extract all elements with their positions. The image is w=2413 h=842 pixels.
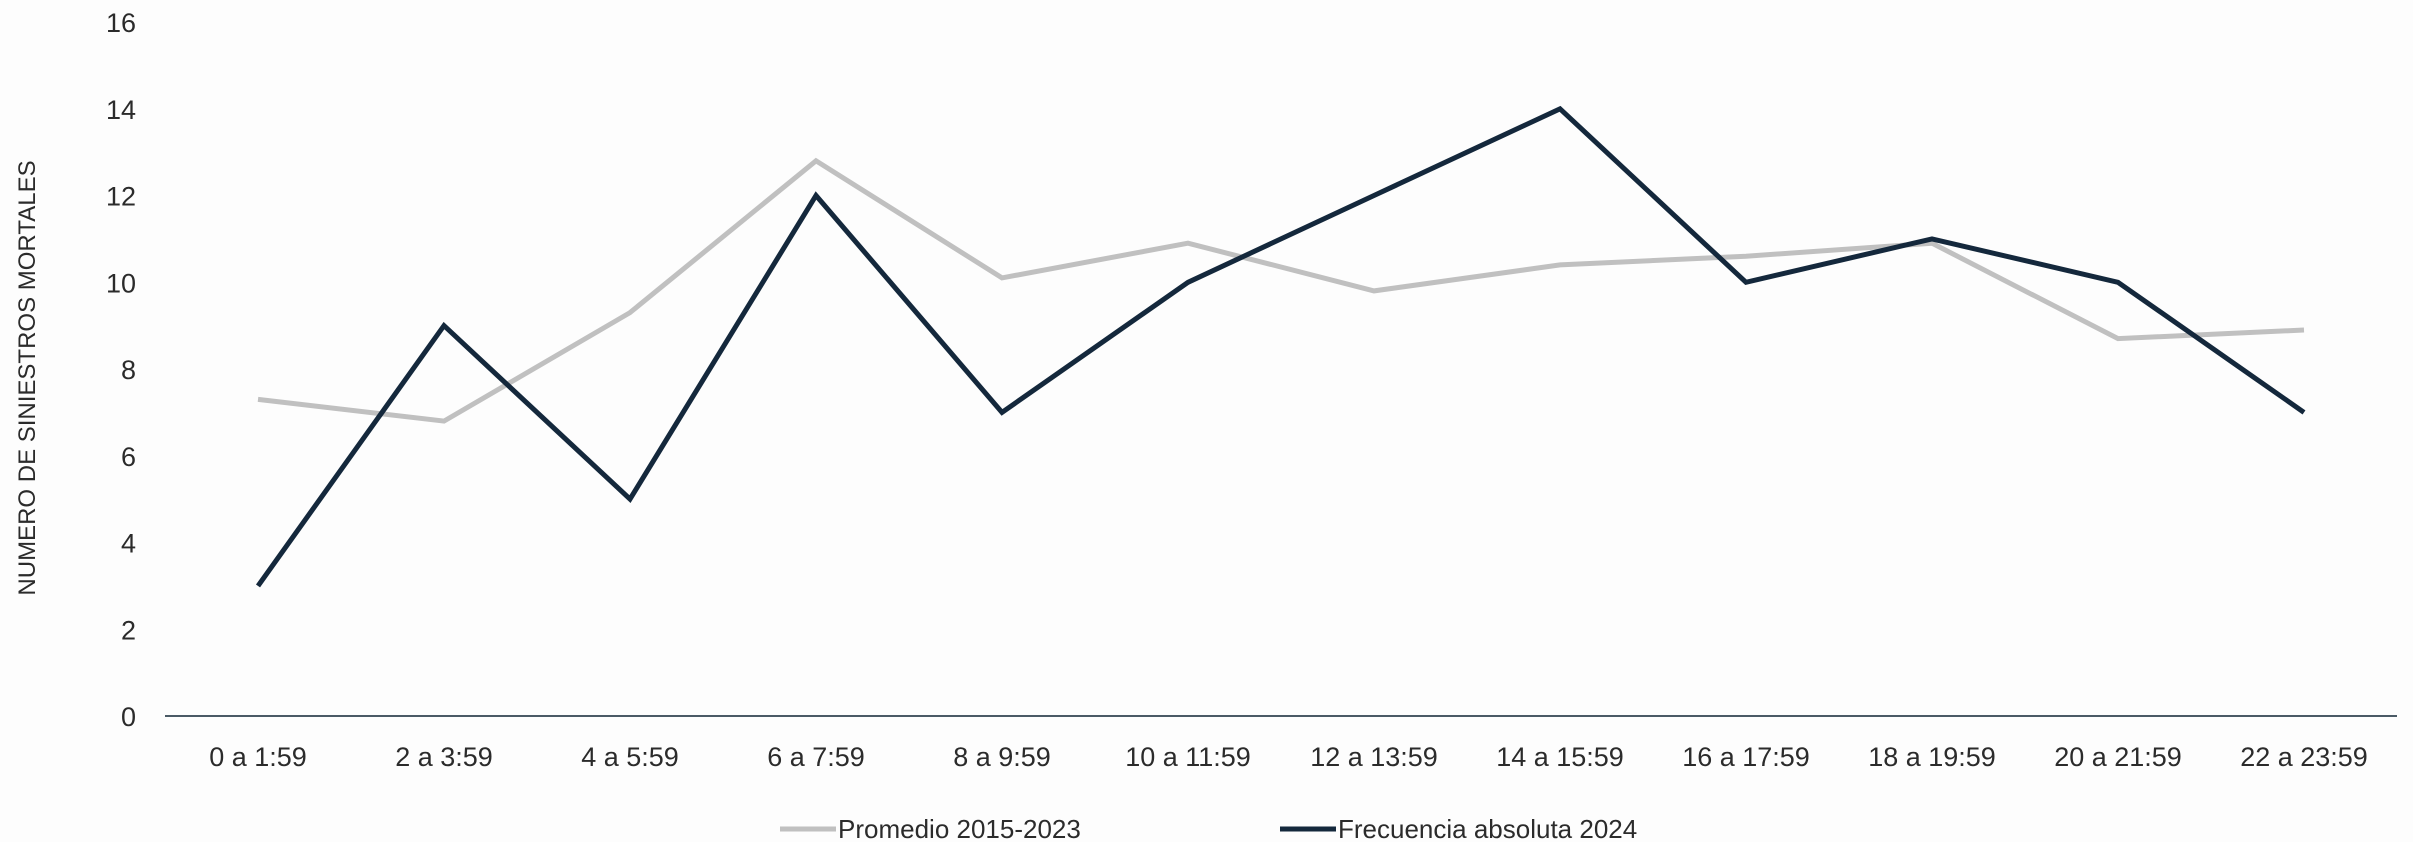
x-tick-label: 8 a 9:59 (953, 742, 1051, 772)
y-tick-label: 8 (121, 355, 136, 385)
x-tick-label: 10 a 11:59 (1125, 742, 1251, 772)
x-tick-label: 4 a 5:59 (581, 742, 679, 772)
y-tick-label: 0 (121, 702, 136, 732)
x-tick-label: 18 a 19:59 (1868, 742, 1996, 772)
y-tick-label: 10 (106, 268, 136, 298)
x-tick-label: 16 a 17:59 (1682, 742, 1810, 772)
legend: Promedio 2015-2023 Frecuencia absoluta 20… (780, 814, 1637, 842)
y-tick-label: 14 (106, 95, 136, 125)
x-tick-label: 22 a 23:59 (2240, 742, 2368, 772)
y-tick-label: 16 (106, 8, 136, 38)
x-tick-label: 14 a 15:59 (1496, 742, 1624, 772)
series-line-promedio (257, 157, 2305, 424)
x-tick-label: 20 a 21:59 (2054, 742, 2182, 772)
legend-label: Frecuencia absoluta 2024 (1338, 814, 1637, 842)
y-tick-label: 2 (121, 615, 136, 645)
y-tick-label: 4 (121, 529, 136, 559)
x-axis-ticks: 0 a 1:59 2 a 3:59 4 a 5:59 6 a 7:59 8 a 9:59… (209, 742, 2368, 772)
y-tick-label: 12 (106, 182, 136, 212)
legend-label: Promedio 2015-2023 (838, 814, 1081, 842)
series-lines (255, 105, 2306, 588)
y-tick-label: 6 (121, 442, 136, 472)
y-axis-ticks: 0 2 4 6 8 10 12 14 16 (106, 8, 136, 732)
series-line-frecuencia (255, 105, 2306, 588)
x-tick-label: 6 a 7:59 (767, 742, 865, 772)
x-tick-label: 12 a 13:59 (1310, 742, 1438, 772)
y-axis-title: NUMERO DE SINIESTROS MORTALES (14, 160, 41, 595)
x-tick-label: 0 a 1:59 (209, 742, 307, 772)
x-tick-label: 2 a 3:59 (395, 742, 493, 772)
